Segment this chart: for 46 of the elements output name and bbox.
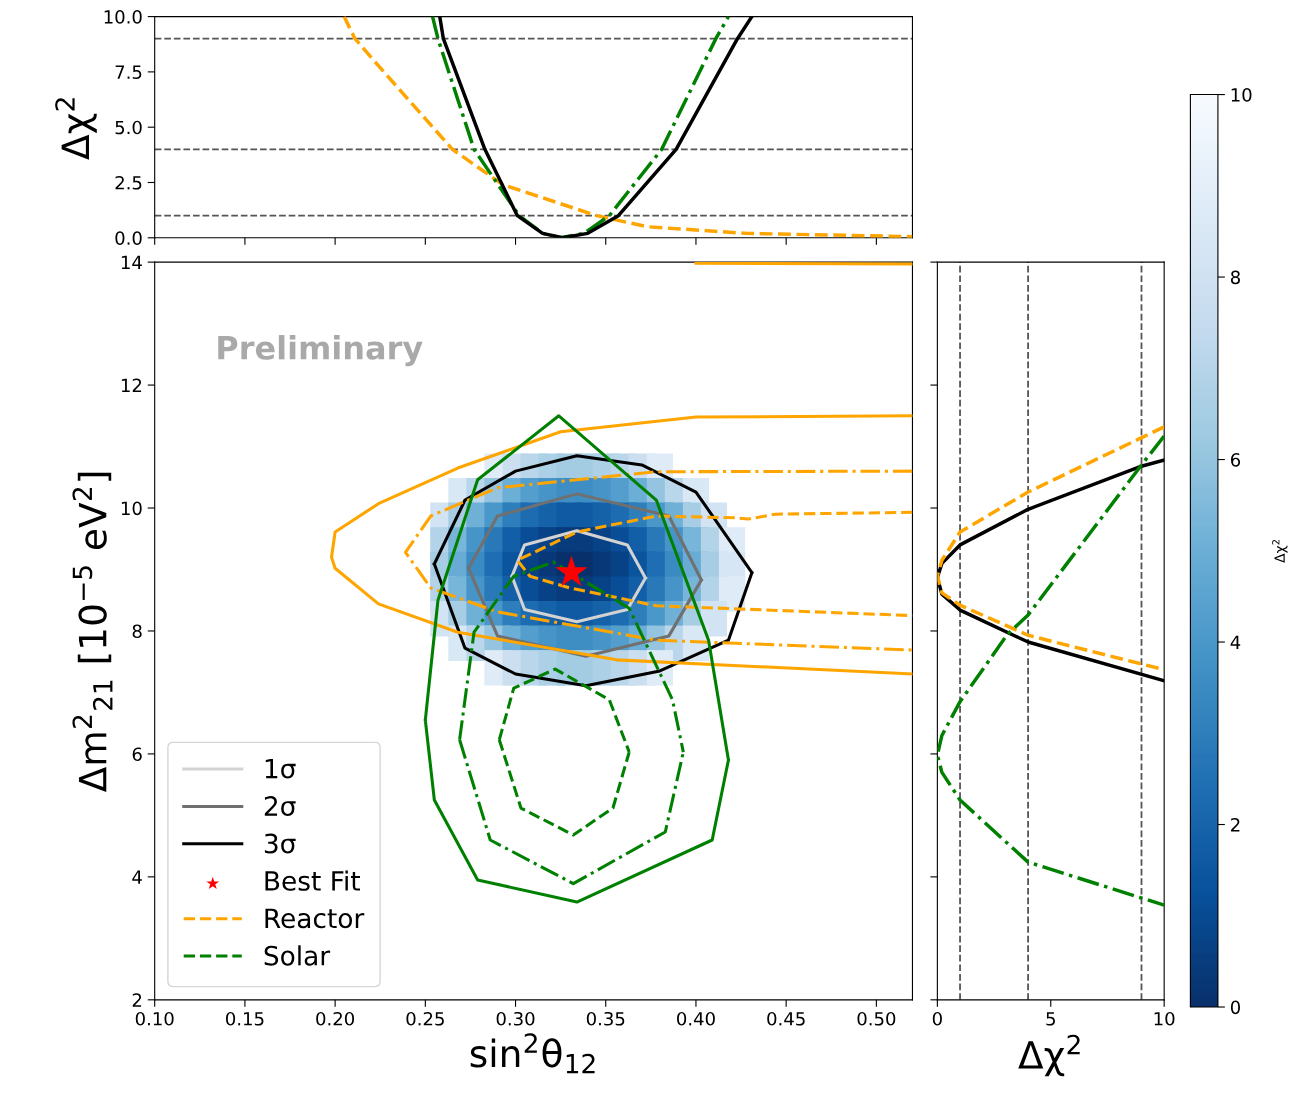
legend-label: Solar xyxy=(264,945,331,966)
x-tick-label: 0 xyxy=(932,1011,942,1026)
x-tick-label: 0.15 xyxy=(226,1011,264,1026)
x-tick-label: 5 xyxy=(1046,1012,1055,1026)
x-tick-label: 0.10 xyxy=(135,1011,174,1026)
y-tick-label: 8 xyxy=(132,624,142,639)
y-tick-label: 2 xyxy=(132,993,142,1007)
x-tick-label: 0.50 xyxy=(857,1011,896,1026)
color-bar-label: 4 xyxy=(1230,635,1241,649)
x-tick-label: 0.40 xyxy=(677,1011,715,1026)
y-tick-label: 0.0 xyxy=(115,231,142,245)
x-tick-label: 0.25 xyxy=(406,1011,444,1026)
y-tick-label: 12 xyxy=(121,378,142,392)
line-series xyxy=(403,469,913,652)
color-bar-label: 0 xyxy=(1230,1000,1241,1015)
color-bar-label: 10 xyxy=(1231,88,1252,102)
y-axis-title: Δm$^{2}$$_{21}$ [10$^{−5}$ eV$^{2}$] xyxy=(72,472,113,793)
line-series xyxy=(329,414,913,676)
y-tick-label: 2.5 xyxy=(115,175,142,190)
legend-label: 2σ xyxy=(264,796,296,817)
legend-label: Best Fit xyxy=(265,870,361,891)
line-series xyxy=(515,510,913,618)
legend-label: 3σ xyxy=(264,833,296,854)
y-tick-label: 10 xyxy=(121,501,142,516)
x-tick-label: 10 xyxy=(1154,1011,1175,1026)
x-axis-title: sin$^{2}$θ$_{12}$ xyxy=(470,1033,595,1074)
y-axis-title: Δχ$^{2}$ xyxy=(55,98,97,160)
x-tick-label: 0.30 xyxy=(496,1011,535,1026)
color-bar-label: 6 xyxy=(1230,453,1241,467)
y-tick-label: 10.0 xyxy=(104,10,142,24)
y-tick-label: 6 xyxy=(132,747,142,762)
x-tick-label: 0.45 xyxy=(767,1011,805,1026)
y-tick-label: 5.0 xyxy=(115,120,142,135)
color-bar-label: 8 xyxy=(1230,270,1240,285)
legend-label: 1σ xyxy=(265,759,296,779)
x-tick-label: 0.20 xyxy=(316,1011,355,1026)
annotation: Preliminary xyxy=(218,335,423,367)
y-tick-label: 14 xyxy=(121,255,142,269)
color-bar-title: Δχ$^{2}$ xyxy=(1272,540,1288,563)
line-series xyxy=(342,16,913,238)
y-tick-label: 7.5 xyxy=(115,65,142,80)
color-bar-label: 2 xyxy=(1231,817,1240,832)
y-tick-label: 4 xyxy=(132,870,142,884)
x-axis-title: Δχ$^{2}$ xyxy=(1018,1034,1080,1077)
legend-label: Reactor xyxy=(265,908,365,929)
x-tick-label: 0.35 xyxy=(586,1011,625,1026)
